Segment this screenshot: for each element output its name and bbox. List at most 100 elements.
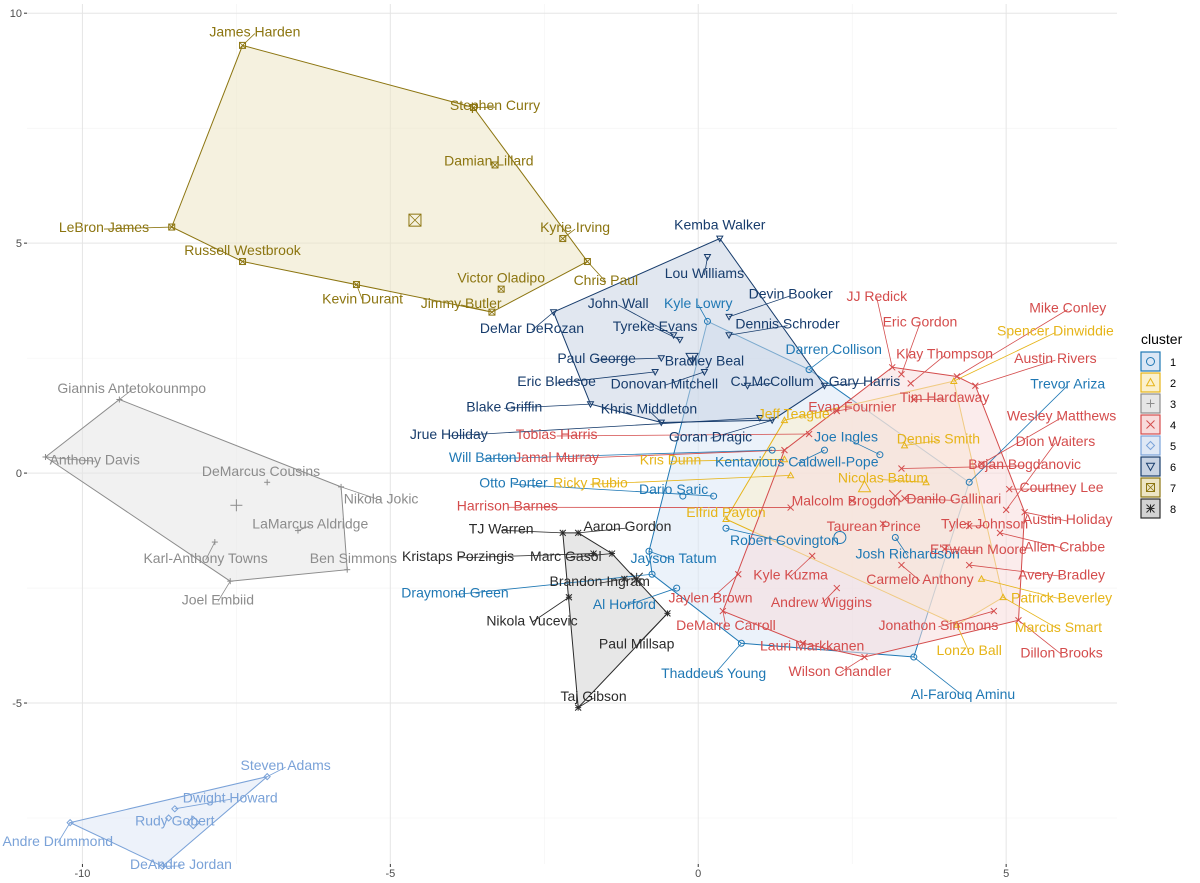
label-connector <box>956 624 970 653</box>
data-point <box>673 584 681 592</box>
point-label: Jrue Holiday <box>410 426 488 442</box>
point-label: Dennis Schroder <box>735 316 840 332</box>
label-connector <box>531 596 570 623</box>
data-point <box>805 430 813 438</box>
data-point <box>574 529 582 537</box>
label-connector <box>103 226 172 230</box>
label-connector <box>174 798 231 810</box>
label-connector <box>824 382 865 387</box>
legend-title: cluster <box>1141 331 1183 347</box>
point-label: Dario Saric <box>639 481 708 497</box>
label-connector <box>710 419 773 439</box>
data-point <box>488 308 496 316</box>
centroid-marker-8 <box>630 572 644 586</box>
data-point <box>559 529 567 537</box>
data-point <box>710 492 718 500</box>
point-label: Ricky Rubio <box>553 474 628 490</box>
data-point <box>239 41 247 49</box>
legend-marker-7 <box>1146 483 1155 492</box>
data-point <box>965 522 973 530</box>
data-point <box>879 520 887 528</box>
point-label: E'Twaun Moore <box>930 541 1027 557</box>
point-label: Ben Simmons <box>310 550 397 566</box>
data-point <box>497 285 505 293</box>
legend-marker-5 <box>1145 440 1156 451</box>
point-label: Russell Westbrook <box>184 242 301 258</box>
data-point <box>977 574 986 582</box>
label-connector <box>340 486 382 501</box>
point-label: John Wall <box>588 295 649 311</box>
point-label: Lauri Markkanen <box>760 638 864 654</box>
x-tick-label: 0 <box>695 868 701 880</box>
legend: cluster 1 2 3 4 5 6 7 8 <box>1140 331 1183 519</box>
point-label: LaMarcus Aldridge <box>252 516 368 532</box>
label-connectors <box>45 33 1069 867</box>
label-connector <box>796 449 825 464</box>
point-label: Dennis Smith <box>897 431 980 447</box>
point-label: Al Horford <box>593 596 656 612</box>
legend-marker-2 <box>1145 377 1156 387</box>
legend-label-3: 3 <box>1170 399 1176 411</box>
label-connector <box>901 323 921 375</box>
data-point <box>491 161 499 169</box>
label-connector <box>882 479 927 483</box>
data-point <box>66 818 74 827</box>
label-connector <box>596 357 662 361</box>
data-point <box>688 357 696 365</box>
label-connector <box>565 553 613 559</box>
data-point <box>608 550 616 557</box>
point-labels: James Harden Stephen Curry Damian Lillard L… <box>3 24 1117 872</box>
data-point <box>657 419 666 427</box>
legend-label-7: 7 <box>1170 483 1176 495</box>
point-label: Khris Middleton <box>601 401 698 417</box>
data-point <box>703 317 711 325</box>
data-point <box>574 704 582 711</box>
data-point <box>799 639 807 647</box>
point-label: DeMarre Carroll <box>676 617 776 633</box>
y-tick-label: 0 <box>16 468 22 480</box>
data-point <box>820 382 829 390</box>
data-point <box>734 570 742 578</box>
label-connector <box>944 548 979 552</box>
point-label: Jonathon Simmons <box>878 617 998 633</box>
point-label: Tobias Harris <box>516 426 598 442</box>
point-label: Marc Gasol <box>530 548 602 564</box>
data-point <box>922 478 930 486</box>
point-label: Al-Farouq Aminu <box>911 686 1015 702</box>
point-label: Steven Adams <box>241 757 331 773</box>
label-connector <box>913 656 964 697</box>
label-connector <box>599 578 625 584</box>
point-label: Tyler Johnson <box>941 516 1028 532</box>
point-label: Allen Crabbe <box>1024 539 1105 555</box>
label-connector <box>938 610 994 628</box>
data-point <box>755 415 764 422</box>
data-point <box>965 561 973 569</box>
point-label: Harrison Barnes <box>457 497 558 513</box>
label-connector <box>839 656 865 674</box>
data-point <box>590 550 597 557</box>
point-label: Joe Ingles <box>814 428 878 444</box>
data-point <box>1002 506 1010 514</box>
data-point <box>719 607 727 615</box>
point-label: Stephen Curry <box>450 97 540 113</box>
point-label: Nikola Jokic <box>344 490 419 506</box>
point-label: Danilo Gallinari <box>906 490 1001 506</box>
point-label: Kyle Lowry <box>664 295 732 311</box>
point-label: Tim Hardaway <box>900 389 990 405</box>
label-connector <box>448 417 760 437</box>
data-point <box>978 460 985 468</box>
point-label: Jamal Murray <box>514 449 599 465</box>
data-point <box>1015 616 1022 624</box>
point-label: Spencer Dinwiddie <box>997 323 1114 339</box>
point-label: CJ McCollum <box>731 373 814 389</box>
data-point <box>941 545 948 553</box>
data-point <box>1005 485 1013 493</box>
label-connector <box>45 456 95 462</box>
point-label: Joel Embiid <box>182 592 254 608</box>
data-point <box>294 527 301 534</box>
point-label: Trevor Ariza <box>1030 375 1105 391</box>
data-point <box>158 862 167 871</box>
point-label: Wilson Chandler <box>789 663 892 679</box>
label-connector <box>845 437 881 456</box>
label-connector <box>1018 619 1062 655</box>
